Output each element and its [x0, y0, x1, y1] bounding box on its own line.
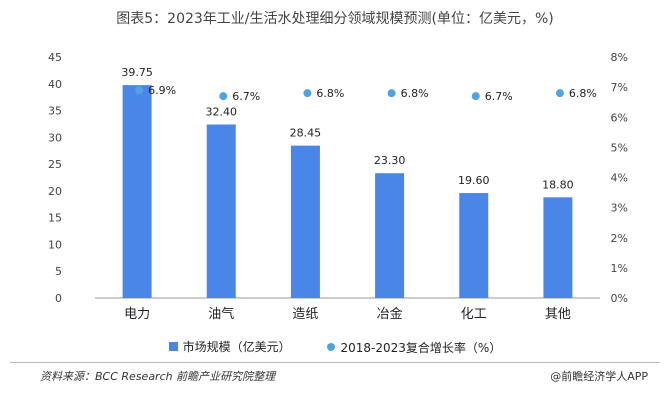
x-tick-label: 油气	[208, 306, 234, 322]
y-right-tick-label: 5%	[611, 141, 628, 154]
growth-rate-series: 6.9% 6.7% 6.8% 6.8% 6.7% 6.8%	[135, 84, 597, 103]
x-tick-label: 冶金	[377, 306, 403, 322]
bar[interactable]	[375, 173, 405, 298]
y-right-tick-label: 6%	[611, 111, 628, 124]
chart-title: 图表5：2023年工业/生活水处理细分领域规模预测(单位：亿美元，%)	[116, 11, 554, 27]
legend-label-growth-rate: 2018-2023复合增长率（%）	[340, 340, 502, 355]
x-tick-label: 其他	[545, 307, 571, 322]
bar-data-label: 28.45	[290, 127, 322, 140]
bar[interactable]	[122, 85, 152, 298]
bar[interactable]	[290, 145, 320, 298]
y-left-tick-label: 35	[48, 105, 62, 118]
growth-rate-point[interactable]	[555, 89, 564, 98]
x-tick-label: 化工	[461, 307, 487, 322]
growth-rate-point[interactable]	[387, 89, 396, 98]
axes: 0 5 10 15 20 25 30 35 40 45 0% 1% 2% 3% 4% 5% 6% 7% 8% 电力 油气…	[48, 51, 628, 322]
bar-data-label: 19.60	[458, 174, 490, 187]
growth-rate-point[interactable]	[219, 92, 228, 101]
growth-rate-point[interactable]	[303, 89, 312, 98]
y-left-tick-label: 15	[48, 212, 62, 225]
y-right-tick-label: 8%	[611, 51, 628, 64]
growth-rate-label: 6.8%	[401, 87, 429, 100]
bar-data-label: 18.80	[542, 178, 574, 191]
y-right-tick-label: 0%	[611, 292, 628, 305]
brand-credit: @前瞻经济学人APP	[550, 370, 648, 383]
source-note: 资料来源：BCC Research 前瞻产业研究院整理	[40, 370, 276, 383]
y-right-tick-label: 4%	[611, 172, 628, 185]
x-tick-label: 电力	[124, 307, 150, 322]
growth-rate-label: 6.8%	[569, 87, 597, 100]
bar-data-label: 23.30	[374, 154, 406, 167]
bar-data-label: 39.75	[121, 66, 153, 79]
legend-item-growth-rate[interactable]: 2018-2023复合增长率（%）	[326, 339, 502, 356]
growth-rate-label: 6.7%	[485, 90, 513, 103]
y-left-tick-label: 5	[55, 265, 62, 278]
footer-divider	[10, 362, 660, 363]
legend-item-market-size[interactable]: 市场规模（亿美元）	[168, 338, 291, 355]
bar[interactable]	[459, 193, 489, 298]
growth-rate-label: 6.8%	[316, 87, 344, 100]
dot-swatch-icon	[326, 343, 335, 351]
y-right-tick-label: 7%	[611, 81, 628, 94]
y-left-tick-label: 40	[48, 78, 62, 91]
growth-rate-label: 6.9%	[148, 84, 176, 97]
legend-label-market-size: 市场规模（亿美元）	[182, 340, 291, 354]
legend: 市场规模（亿美元） 2018-2023复合增长率（%）	[0, 338, 670, 356]
x-tick-label: 造纸	[292, 307, 318, 322]
bar[interactable]	[543, 197, 573, 298]
bar-series: 39.75 32.40 28.45 23.30 19.60 18.80	[121, 66, 574, 298]
y-left-tick-label: 30	[48, 131, 62, 144]
bar[interactable]	[206, 124, 236, 298]
growth-rate-point[interactable]	[471, 92, 480, 101]
growth-rate-label: 6.7%	[232, 90, 260, 103]
y-right-tick-label: 2%	[611, 232, 628, 245]
y-left-tick-label: 10	[48, 238, 62, 251]
y-left-tick-label: 20	[48, 185, 62, 198]
y-left-tick-label: 25	[48, 158, 62, 171]
growth-rate-point[interactable]	[135, 86, 144, 95]
bar-data-label: 32.40	[206, 105, 238, 118]
y-right-tick-label: 1%	[611, 262, 628, 275]
y-left-tick-label: 0	[55, 292, 62, 305]
bar-swatch-icon	[168, 342, 178, 351]
y-right-tick-label: 3%	[611, 202, 628, 215]
y-left-tick-label: 45	[48, 51, 62, 64]
